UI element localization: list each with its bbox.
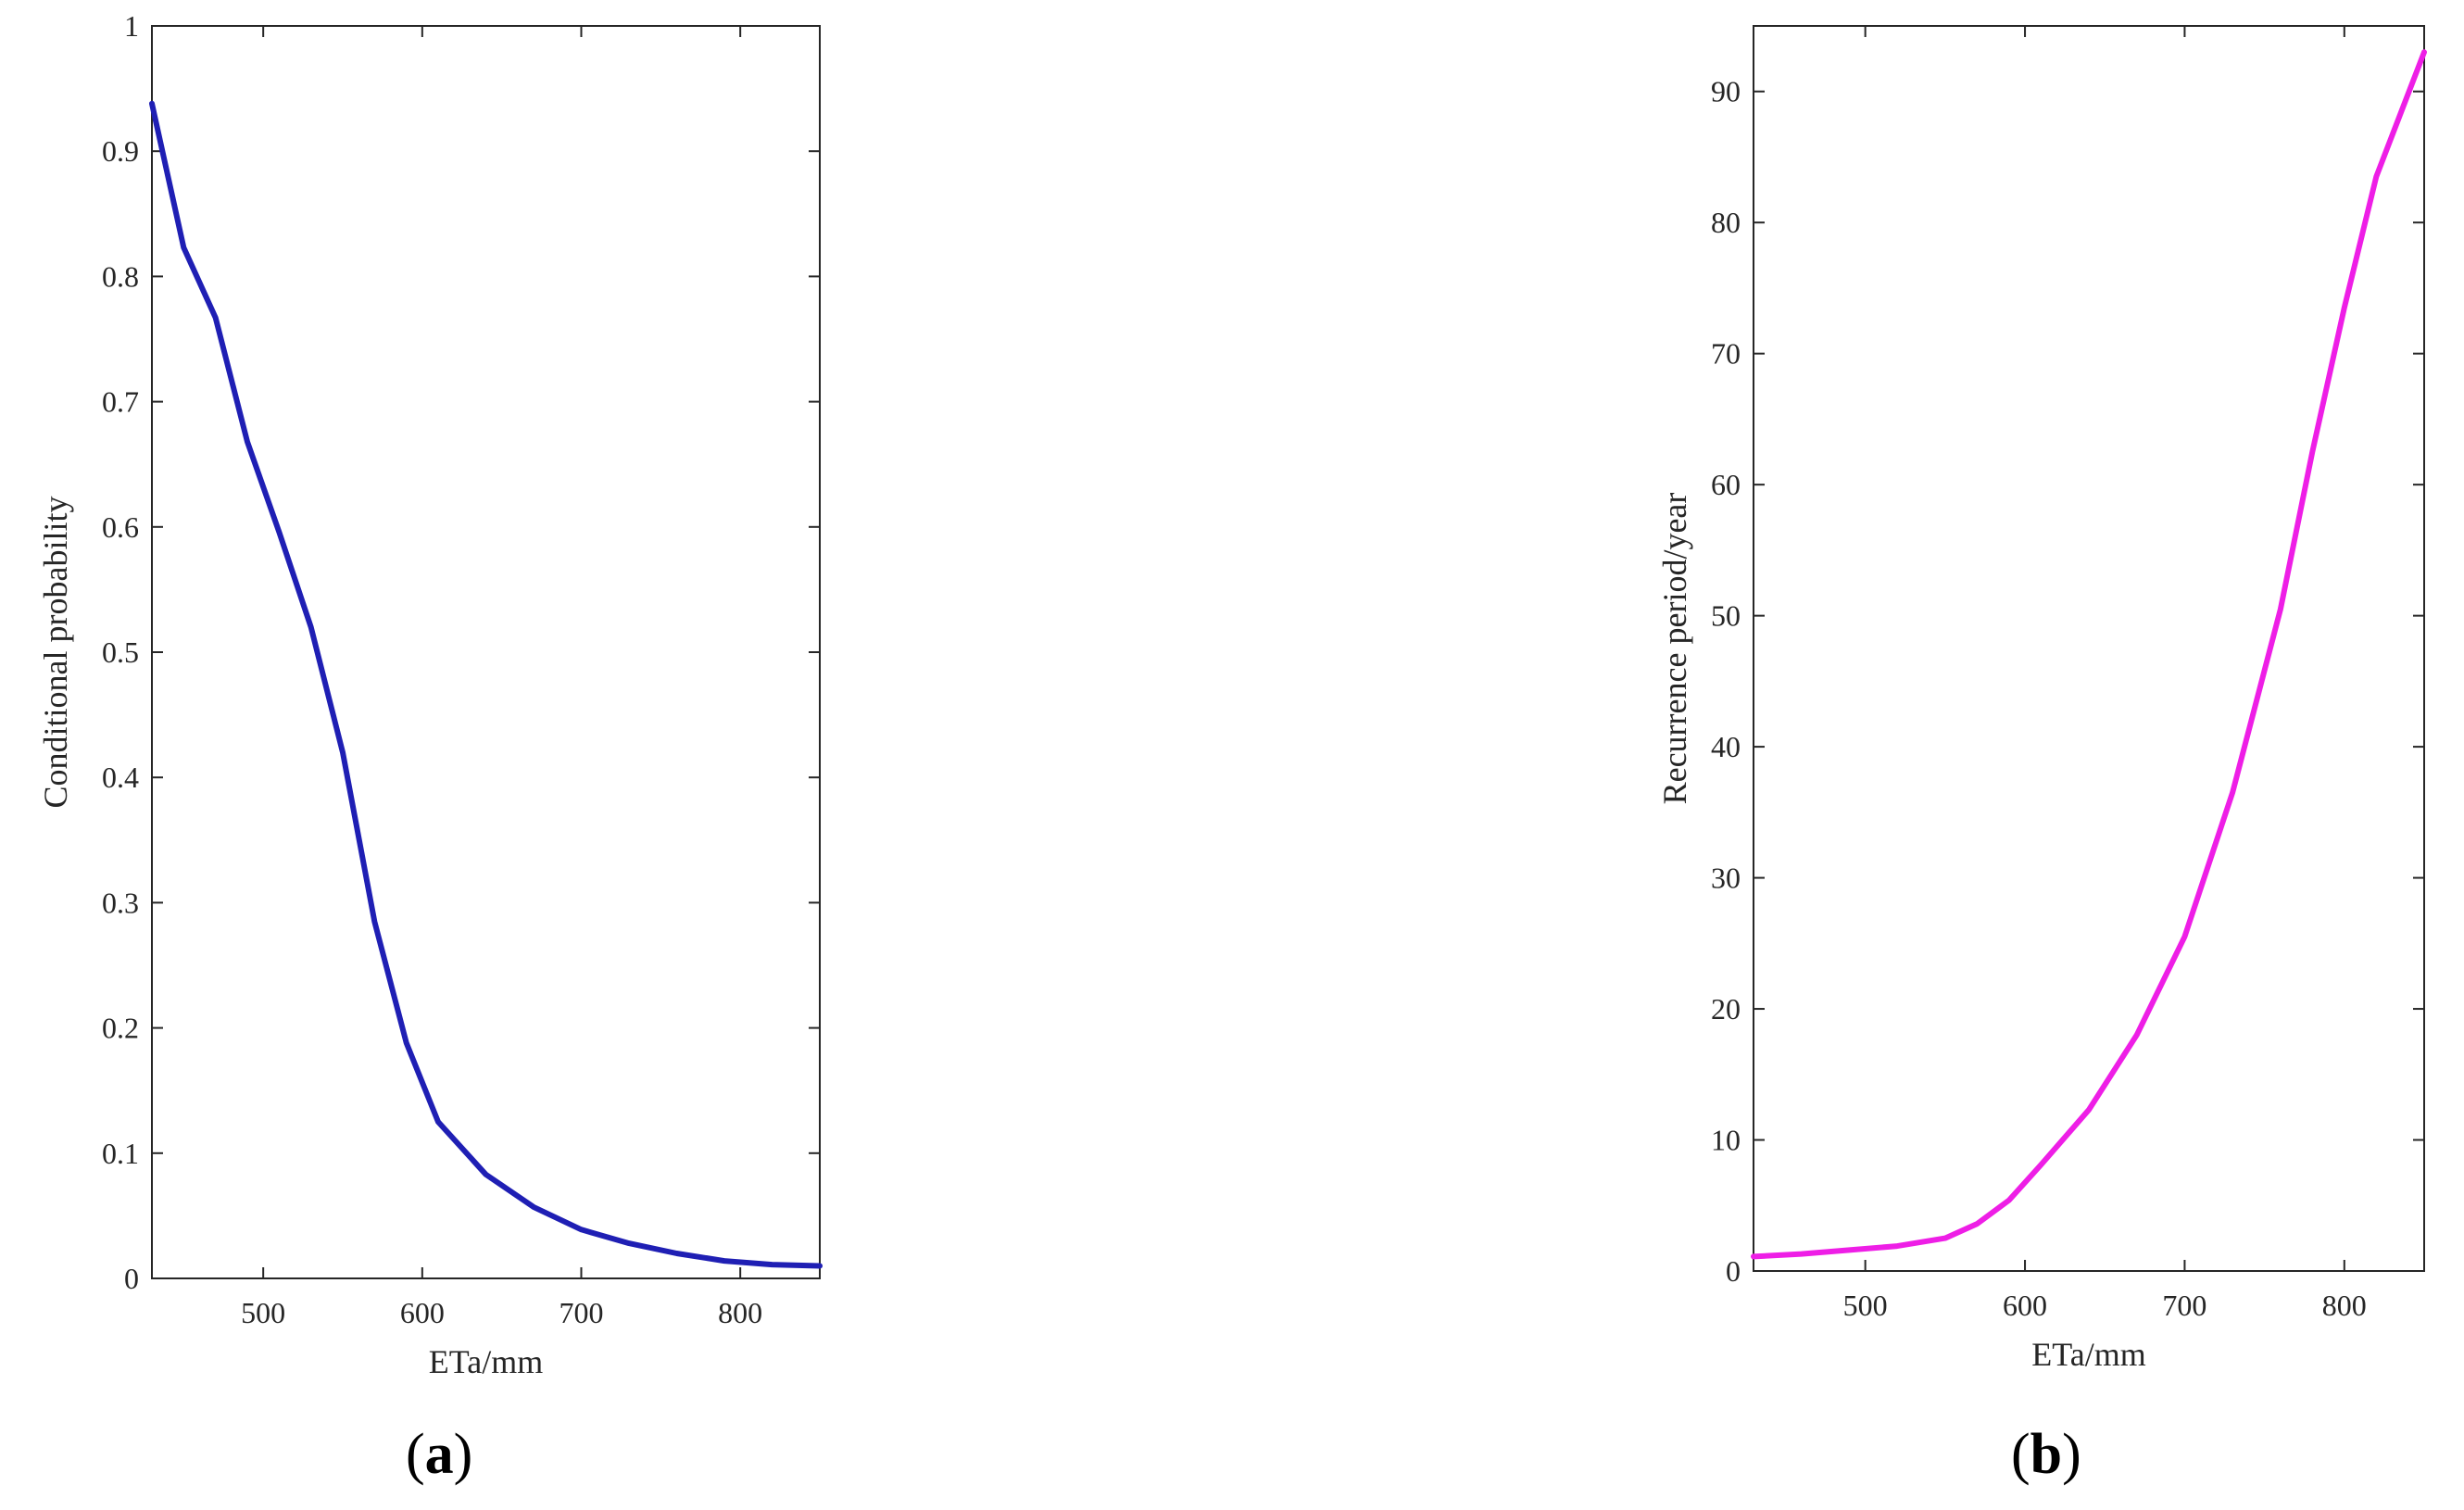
- y-tick-label: 40: [1711, 730, 1741, 763]
- x-tick-label: 800: [718, 1296, 762, 1329]
- x-tick-label: 600: [400, 1296, 445, 1329]
- y-tick-label: 50: [1711, 599, 1741, 633]
- x-tick-label: 500: [1843, 1289, 1888, 1322]
- y-tick-label: 0.9: [102, 134, 139, 168]
- y-tick-label: 0.5: [102, 635, 139, 669]
- y-tick-label: 0.4: [102, 761, 139, 794]
- y-tick-label: 0.7: [102, 385, 139, 419]
- chart-a: 500 600 700 800 0 0.1 0.2 0.3 0.4 0.5 0.6 0.7 0.8 0.9…: [37, 9, 823, 1380]
- series-line: [1751, 49, 2427, 1260]
- y-tick-label: 0: [124, 1262, 139, 1295]
- y-tick-label: 70: [1711, 337, 1741, 371]
- y-tick-label: 80: [1711, 206, 1741, 239]
- x-tick-label: 700: [559, 1296, 604, 1329]
- panel-label-a: (a): [406, 1423, 473, 1486]
- y-tick-label: 0.6: [102, 510, 139, 544]
- y-tick-label: 20: [1711, 992, 1741, 1026]
- plot-frame: [1753, 25, 2425, 1272]
- y-tick-label: 0.2: [102, 1012, 139, 1045]
- y-tick-label: 0.1: [102, 1137, 139, 1170]
- y-axis-label: Conditional probability: [37, 497, 74, 809]
- y-tick-label: 0.8: [102, 259, 139, 293]
- x-tick-label: 500: [241, 1296, 285, 1329]
- y-tick-label: 0.3: [102, 886, 139, 919]
- x-tick-label: 600: [2003, 1289, 2047, 1322]
- y-tick-label: 60: [1711, 468, 1741, 501]
- panel-label-b: (b): [2011, 1423, 2081, 1486]
- series-line: [149, 100, 823, 1269]
- y-tick-label: 90: [1711, 75, 1741, 108]
- y-tick-label: 0: [1726, 1254, 1741, 1288]
- y-tick-label: 10: [1711, 1124, 1741, 1157]
- x-axis-label: ETa/mm: [2031, 1336, 2145, 1373]
- x-tick-label: 700: [2162, 1289, 2206, 1322]
- chart-b: 500 600 700 800 0 10 20 30 40 50 60 70 80 90 ETa/mm Rec…: [1656, 25, 2427, 1373]
- x-axis-label: ETa/mm: [429, 1343, 543, 1380]
- y-axis-label: Recurrence period/year: [1656, 493, 1693, 805]
- y-tick-label: 30: [1711, 862, 1741, 895]
- y-tick-label: 1: [124, 9, 139, 43]
- plot-frame: [151, 25, 821, 1279]
- x-tick-label: 800: [2322, 1289, 2367, 1322]
